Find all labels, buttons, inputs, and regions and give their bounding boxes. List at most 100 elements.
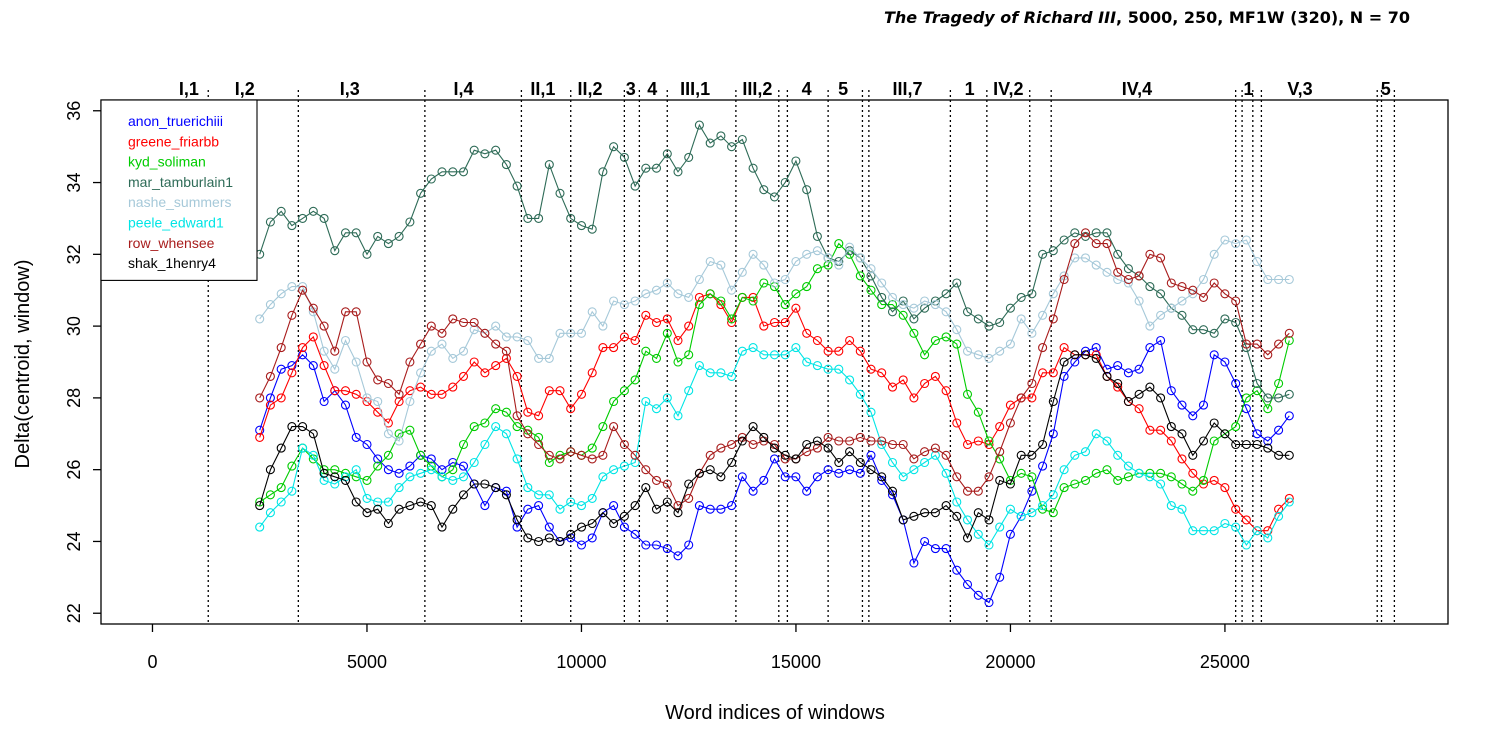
data-point: [276, 343, 286, 353]
data-point: [630, 181, 640, 191]
data-point: [1284, 497, 1294, 507]
data-point: [898, 472, 908, 482]
data-point: [834, 346, 844, 356]
data-point: [1188, 486, 1198, 496]
data-point: [576, 540, 587, 550]
data-point: [1156, 425, 1166, 435]
data-point: [887, 307, 898, 317]
data-point: [694, 501, 704, 511]
data-point: [1113, 274, 1123, 285]
data-point: [319, 475, 329, 485]
data-point: [287, 486, 297, 496]
scene-label: 4: [647, 79, 657, 99]
data-point: [1038, 310, 1048, 320]
data-point: [962, 307, 973, 317]
data-point: [694, 274, 704, 285]
data-point: [930, 544, 940, 554]
data-point: [555, 188, 565, 198]
data-point: [995, 572, 1005, 582]
data-point: [1091, 228, 1101, 238]
data-point: [662, 479, 672, 489]
data-point: [962, 579, 973, 590]
data-point: [276, 364, 286, 374]
data-point: [995, 447, 1005, 457]
data-point: [544, 160, 554, 170]
data-point: [780, 300, 790, 310]
data-point: [362, 508, 372, 518]
y-axis-title: Delta(centroid, window): [12, 260, 34, 469]
data-point: [501, 346, 511, 356]
data-point: [759, 278, 769, 288]
data-point: [898, 515, 908, 525]
data-point: [759, 260, 769, 270]
data-point: [651, 285, 662, 295]
data-point: [523, 533, 533, 543]
data-point: [458, 371, 469, 381]
data-point: [727, 457, 737, 468]
data-point: [909, 454, 919, 464]
data-point: [330, 386, 340, 396]
data-point: [544, 386, 554, 396]
data-point: [534, 213, 544, 223]
data-point: [930, 450, 940, 460]
data-point: [1198, 292, 1209, 302]
data-point: [1145, 282, 1155, 292]
data-point: [1252, 339, 1262, 349]
data-point: [426, 465, 436, 475]
scene-label: 5: [838, 79, 848, 99]
data-point: [1166, 472, 1176, 482]
data-point: [641, 465, 651, 475]
data-point: [598, 167, 608, 177]
data-point: [1027, 486, 1037, 496]
scene-label: 1: [965, 79, 975, 99]
data-point: [920, 447, 930, 457]
data-point: [1209, 278, 1219, 288]
data-point: [705, 368, 715, 378]
data-point: [351, 465, 361, 475]
y-tick-label: 30: [64, 316, 84, 336]
data-point: [684, 386, 694, 396]
data-point: [1048, 396, 1058, 407]
data-point: [1070, 228, 1080, 238]
data-point: [1231, 378, 1241, 389]
data-point: [469, 479, 479, 489]
data-point: [609, 296, 619, 306]
data-point: [458, 439, 469, 450]
data-point: [1177, 296, 1187, 306]
data-point: [501, 429, 511, 439]
data-point: [298, 285, 308, 295]
data-point: [1134, 389, 1144, 399]
data-point: [351, 228, 361, 238]
data-point: [501, 407, 511, 417]
data-point: [920, 457, 930, 468]
data-point: [802, 249, 812, 259]
data-point: [651, 353, 662, 363]
data-point: [576, 501, 587, 511]
data-point: [405, 357, 415, 367]
data-point: [780, 317, 790, 328]
data-point: [823, 346, 833, 356]
data-point: [1231, 439, 1241, 450]
data-point: [952, 565, 962, 575]
data-point: [373, 231, 383, 241]
data-point: [469, 422, 479, 432]
data-point: [1220, 235, 1230, 245]
data-point: [1005, 303, 1015, 313]
data-point: [1252, 386, 1262, 396]
data-point: [1198, 325, 1209, 335]
data-point: [1166, 501, 1176, 511]
data-point: [1134, 404, 1144, 414]
data-point: [834, 457, 844, 468]
data-point: [855, 457, 865, 468]
data-point: [952, 511, 962, 521]
data-point: [909, 328, 919, 338]
data-point: [1166, 436, 1176, 446]
series-line: [259, 346, 1290, 546]
data-point: [1166, 422, 1176, 432]
data-point: [1016, 511, 1026, 521]
data-point: [330, 479, 340, 489]
data-point: [823, 364, 833, 374]
data-point: [1220, 518, 1230, 529]
data-point: [909, 558, 919, 568]
data-point: [491, 145, 501, 155]
